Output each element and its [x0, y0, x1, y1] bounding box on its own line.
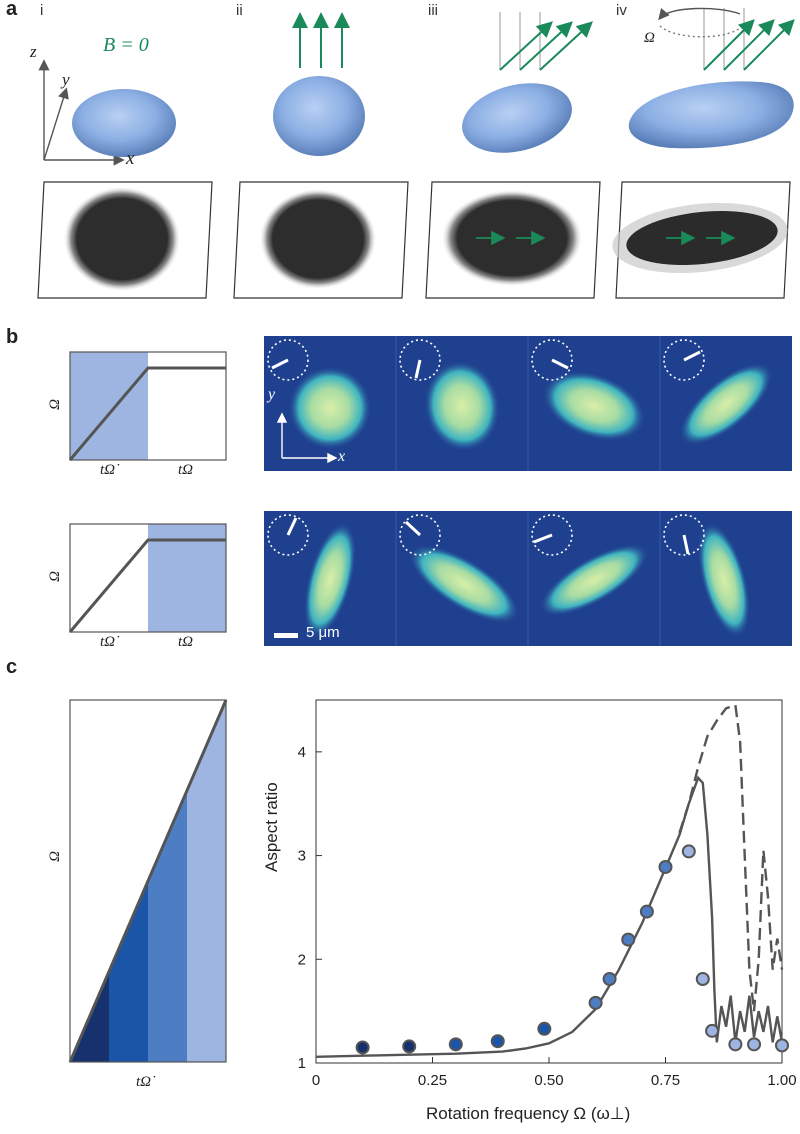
data-point — [728, 1037, 743, 1052]
ramp-b1-tick-1: tΩ̇ — [100, 462, 116, 478]
panel-c-letter: c — [6, 656, 18, 678]
data-point — [602, 971, 617, 986]
data-point — [681, 844, 696, 859]
ramp-c-segment-4 — [187, 700, 226, 1062]
panel-a-letter: a — [6, 0, 18, 20]
xyz-axes — [38, 59, 125, 166]
data-point — [621, 932, 636, 947]
x-tick-label: 0.75 — [651, 1072, 680, 1089]
ramp-b2-tick-2: tΩ — [178, 634, 194, 650]
field-zero-label: B = 0 — [103, 34, 149, 56]
data-point — [355, 1040, 370, 1055]
col-iii-label: iii — [428, 2, 438, 19]
data-point — [448, 1037, 463, 1052]
ramp-c-tick: tΩ̇ — [136, 1074, 152, 1090]
axis-z-label: z — [30, 42, 37, 61]
shadow-iv — [626, 210, 778, 266]
ramp-diagram-c — [68, 699, 228, 1063]
scale-bar-label: 5 μm — [306, 624, 340, 641]
chart-xlabel: Rotation frequency Ω (ω⊥) — [426, 1104, 631, 1123]
axis-y-label: y — [62, 70, 70, 89]
data-point — [695, 971, 710, 986]
data-point — [402, 1039, 417, 1054]
x-tick-label: 0.50 — [534, 1072, 563, 1089]
ramp-b1-tick-2: tΩ — [178, 462, 194, 478]
col-i-label: i — [40, 2, 44, 19]
data-point — [639, 904, 654, 919]
ramp-c-segment-3 — [148, 790, 187, 1062]
ramp-diagrams-b — [68, 351, 227, 633]
ramp-b2-y-label: Ω — [46, 571, 63, 582]
ramp-c-segment-2 — [109, 881, 148, 1062]
omega-rotation-label: Ω — [644, 30, 655, 46]
cloud-iv — [628, 81, 794, 149]
y-tick-label: 1 — [298, 1055, 306, 1072]
x-tick-label: 1.00 — [767, 1072, 796, 1089]
col-ii-label: ii — [236, 2, 243, 19]
ramp-b2-tick-1: tΩ̇ — [100, 634, 116, 650]
chart-ylabel: Aspect ratio — [262, 782, 281, 872]
data-point — [537, 1021, 552, 1036]
cloud-ii — [273, 76, 365, 156]
data-point — [490, 1034, 505, 1049]
chart-frame — [315, 699, 783, 1064]
y-tick-label: 4 — [298, 744, 306, 761]
x-tick-label: 0.25 — [418, 1072, 447, 1089]
ramp-b1-y-label: Ω — [46, 399, 63, 410]
solid-theory-curve — [315, 775, 784, 1058]
data-point — [747, 1037, 762, 1052]
data-point — [658, 859, 673, 874]
data-point — [775, 1038, 789, 1053]
cloud-i — [72, 89, 176, 157]
field-arrows-vertical — [292, 12, 350, 68]
shadow-iii — [442, 190, 582, 286]
col-iv-label: iv — [616, 2, 627, 19]
field-arrows-tilted-iii — [499, 12, 593, 71]
aspect-ratio-chart: 0 0.25 0.50 0.75 1.00 1 2 3 4 — [298, 699, 797, 1089]
ramp-c-y-label: Ω — [46, 851, 63, 862]
field-arrows-rotating-iv — [658, 7, 795, 71]
dashed-theory-curve — [678, 703, 784, 1012]
scale-bar — [274, 633, 298, 638]
y-tick-label: 2 — [298, 951, 306, 968]
image-axis-y-label: y — [268, 386, 276, 403]
shadow-i — [64, 187, 180, 291]
shadow-ii — [260, 189, 376, 289]
data-point — [705, 1023, 720, 1038]
axis-x-label: x — [126, 148, 135, 169]
image-axis-x-label: x — [338, 448, 346, 465]
y-tick-label: 3 — [298, 848, 306, 865]
data-point — [588, 995, 603, 1010]
panel-a-drawing — [37, 7, 795, 299]
panel-b-letter: b — [6, 326, 19, 348]
cloud-iii — [462, 83, 572, 153]
x-tick-label: 0 — [312, 1072, 320, 1089]
absorption-images — [264, 336, 792, 646]
image-axes — [276, 412, 338, 464]
